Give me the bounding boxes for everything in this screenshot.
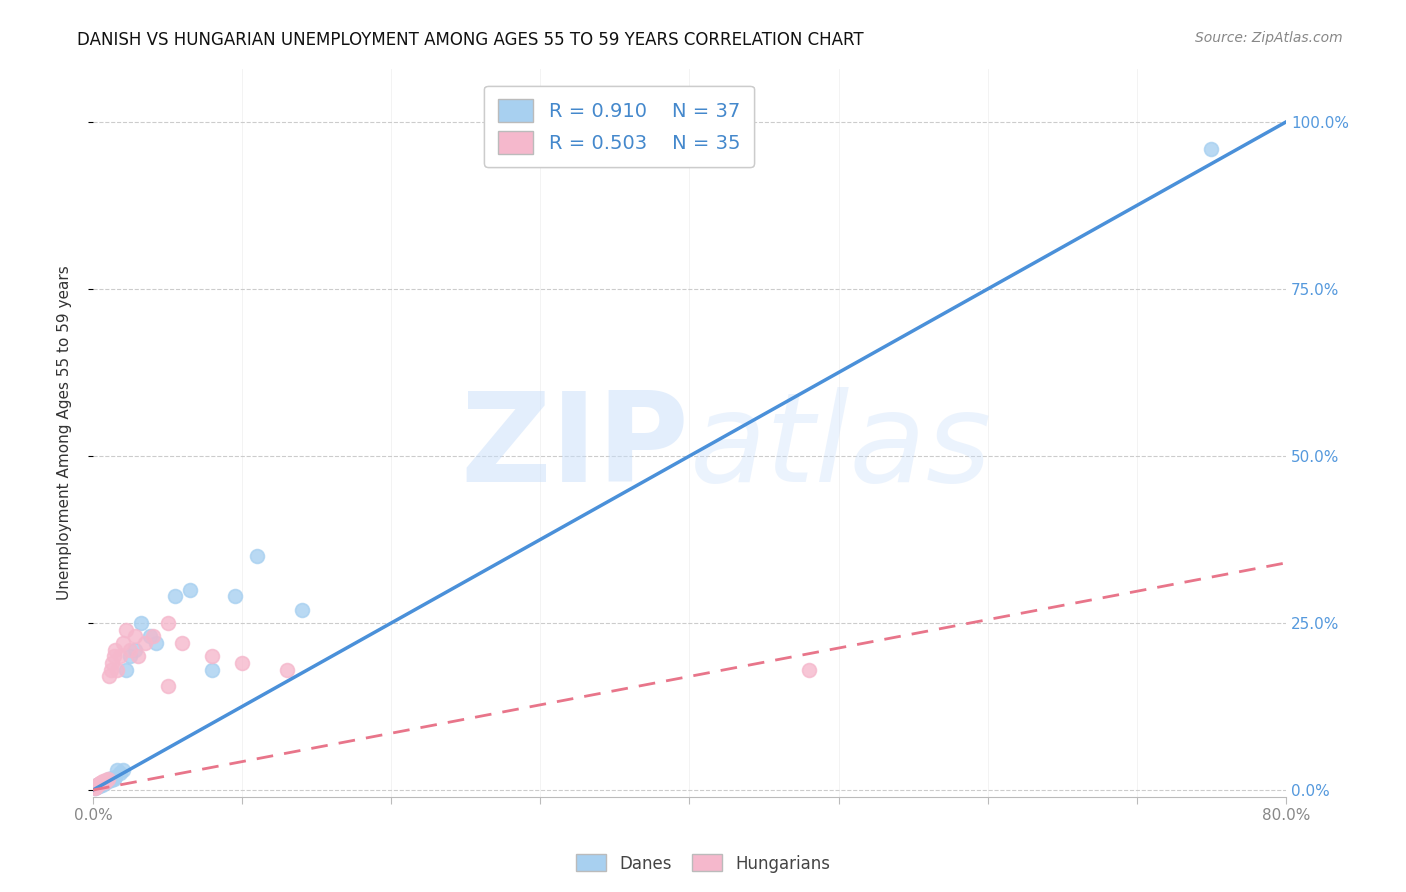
- Point: [156, 615, 179, 630]
- Point: [797, 663, 820, 677]
- Point: [83, 780, 105, 795]
- Point: [129, 615, 152, 630]
- Point: [111, 763, 134, 777]
- Text: Source: ZipAtlas.com: Source: ZipAtlas.com: [1195, 31, 1343, 45]
- Point: [84, 780, 107, 795]
- Point: [96, 772, 118, 787]
- Point: [103, 772, 125, 786]
- Point: [101, 771, 124, 785]
- Point: [111, 636, 134, 650]
- Point: [83, 780, 105, 794]
- Point: [246, 549, 269, 564]
- Point: [224, 589, 246, 603]
- Point: [104, 642, 127, 657]
- Point: [163, 589, 186, 603]
- Point: [101, 656, 124, 670]
- Point: [93, 774, 115, 789]
- Point: [94, 775, 117, 789]
- Point: [89, 776, 111, 790]
- Y-axis label: Unemployment Among Ages 55 to 59 years: Unemployment Among Ages 55 to 59 years: [58, 265, 72, 600]
- Point: [93, 776, 115, 790]
- Point: [91, 775, 114, 789]
- Point: [91, 778, 114, 792]
- Point: [100, 663, 122, 677]
- Point: [98, 669, 121, 683]
- Point: [97, 773, 120, 788]
- Point: [179, 582, 201, 597]
- Point: [201, 663, 224, 677]
- Point: [84, 780, 107, 795]
- Point: [86, 778, 108, 792]
- Point: [84, 779, 107, 793]
- Point: [138, 629, 160, 643]
- Point: [86, 778, 108, 792]
- Point: [104, 770, 127, 784]
- Point: [124, 642, 146, 657]
- Point: [1201, 142, 1223, 156]
- Point: [156, 680, 179, 694]
- Legend: R = 0.910    N = 37, R = 0.503    N = 35: R = 0.910 N = 37, R = 0.503 N = 35: [485, 86, 754, 168]
- Text: ZIP: ZIP: [461, 386, 689, 508]
- Point: [89, 778, 111, 792]
- Point: [120, 649, 142, 664]
- Point: [105, 763, 128, 777]
- Point: [86, 780, 108, 794]
- Point: [84, 779, 107, 793]
- Point: [114, 623, 136, 637]
- Point: [134, 636, 156, 650]
- Text: DANISH VS HUNGARIAN UNEMPLOYMENT AMONG AGES 55 TO 59 YEARS CORRELATION CHART: DANISH VS HUNGARIAN UNEMPLOYMENT AMONG A…: [77, 31, 863, 49]
- Point: [83, 780, 105, 794]
- Point: [86, 778, 108, 792]
- Point: [120, 642, 142, 657]
- Point: [94, 775, 117, 789]
- Legend: Danes, Hungarians: Danes, Hungarians: [569, 847, 837, 880]
- Point: [103, 649, 125, 664]
- Point: [142, 629, 165, 643]
- Point: [114, 663, 136, 677]
- Point: [108, 649, 131, 664]
- Point: [98, 772, 121, 787]
- Point: [83, 780, 105, 795]
- Point: [87, 779, 110, 793]
- Point: [201, 649, 224, 664]
- Point: [89, 775, 111, 789]
- Point: [108, 766, 131, 780]
- Point: [172, 636, 194, 650]
- Point: [105, 663, 128, 677]
- Point: [100, 772, 122, 787]
- Point: [231, 656, 253, 670]
- Point: [87, 777, 110, 791]
- Point: [97, 772, 120, 787]
- Point: [93, 775, 115, 789]
- Point: [89, 777, 111, 791]
- Point: [276, 663, 298, 677]
- Point: [145, 636, 167, 650]
- Point: [291, 602, 314, 616]
- Text: atlas: atlas: [689, 386, 991, 508]
- Point: [124, 629, 146, 643]
- Point: [96, 774, 118, 789]
- Point: [127, 649, 149, 664]
- Point: [87, 778, 110, 792]
